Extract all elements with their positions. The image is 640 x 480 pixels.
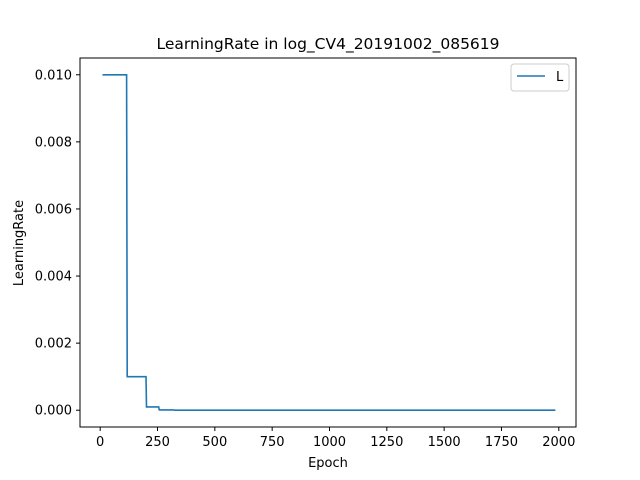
x-axis-ticks: 0 250 500 750 1000 1250 1500 1750 2000 <box>96 427 575 450</box>
legend: L <box>510 63 570 92</box>
y-tick-label: 0.004 <box>35 270 72 285</box>
x-tick-label: 750 <box>260 435 285 450</box>
y-tick-label: 0.010 <box>35 68 72 83</box>
y-axis-ticks: 0.000 0.002 0.004 0.006 0.008 0.010 <box>35 68 80 419</box>
series-line-L <box>102 74 556 412</box>
x-tick-label: 250 <box>145 435 170 450</box>
legend-box <box>510 63 570 92</box>
x-tick-label: 0 <box>96 435 104 450</box>
x-tick-label: 1500 <box>428 435 461 450</box>
x-tick-label: 1750 <box>485 435 518 450</box>
plot-area: 0 250 500 750 1000 1250 1500 1750 2000 0.0000.00… <box>35 57 577 450</box>
x-tick-label: 1250 <box>370 435 403 450</box>
y-tick-label: 0.008 <box>35 135 72 150</box>
y-axis-label: LearningRate <box>12 200 27 286</box>
y-tick-label: 0.006 <box>35 202 72 217</box>
y-tick-label: 0.002 <box>35 337 72 352</box>
series-layer <box>102 74 556 412</box>
x-tick-label: 500 <box>202 435 227 450</box>
chart-title: LearningRate in log_CV4_20191002_085619 <box>156 35 499 54</box>
x-tick-label: 2000 <box>542 435 575 450</box>
y-tick-label: 0.000 <box>35 404 72 419</box>
x-tick-label: 1000 <box>313 435 346 450</box>
plot-frame <box>79 57 577 428</box>
x-axis-label: Epoch <box>308 456 348 471</box>
legend-label: L <box>556 70 564 85</box>
